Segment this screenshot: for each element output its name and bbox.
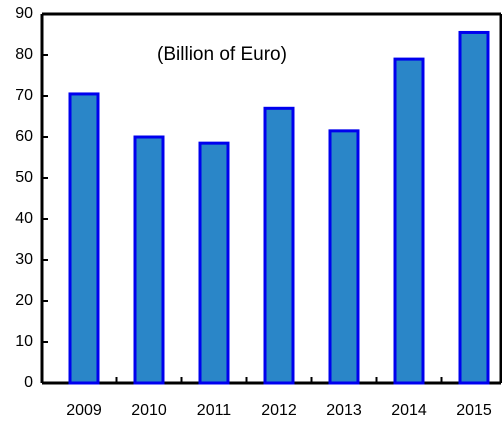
x-tick-label: 2012 [261,402,297,419]
x-tick-label: 2015 [456,402,492,419]
bar [393,57,425,385]
y-tick-label: 30 [15,251,33,268]
bar [328,129,360,385]
y-tick-label: 20 [15,292,33,309]
bar [68,92,100,385]
y-tick-label: 80 [15,46,33,63]
x-tick-label: 2010 [131,402,167,419]
y-tick-label: 90 [15,5,33,22]
x-tick-label: 2013 [326,402,362,419]
x-tick-label: 2014 [391,402,427,419]
y-tick-label: 10 [15,333,33,350]
x-tick-label: 2009 [66,402,102,419]
bar [198,141,230,385]
bar [263,106,295,385]
annotation: (Billion of Euro) [157,44,287,65]
y-tick-label: 60 [15,128,33,145]
y-tick-label: 70 [15,87,33,104]
y-tick-label: 40 [15,210,33,227]
y-tick-label: 0 [24,374,33,391]
x-tick-label: 2011 [197,402,232,419]
y-tick-label: 50 [15,169,33,186]
bar [458,30,490,385]
bar [133,135,165,385]
